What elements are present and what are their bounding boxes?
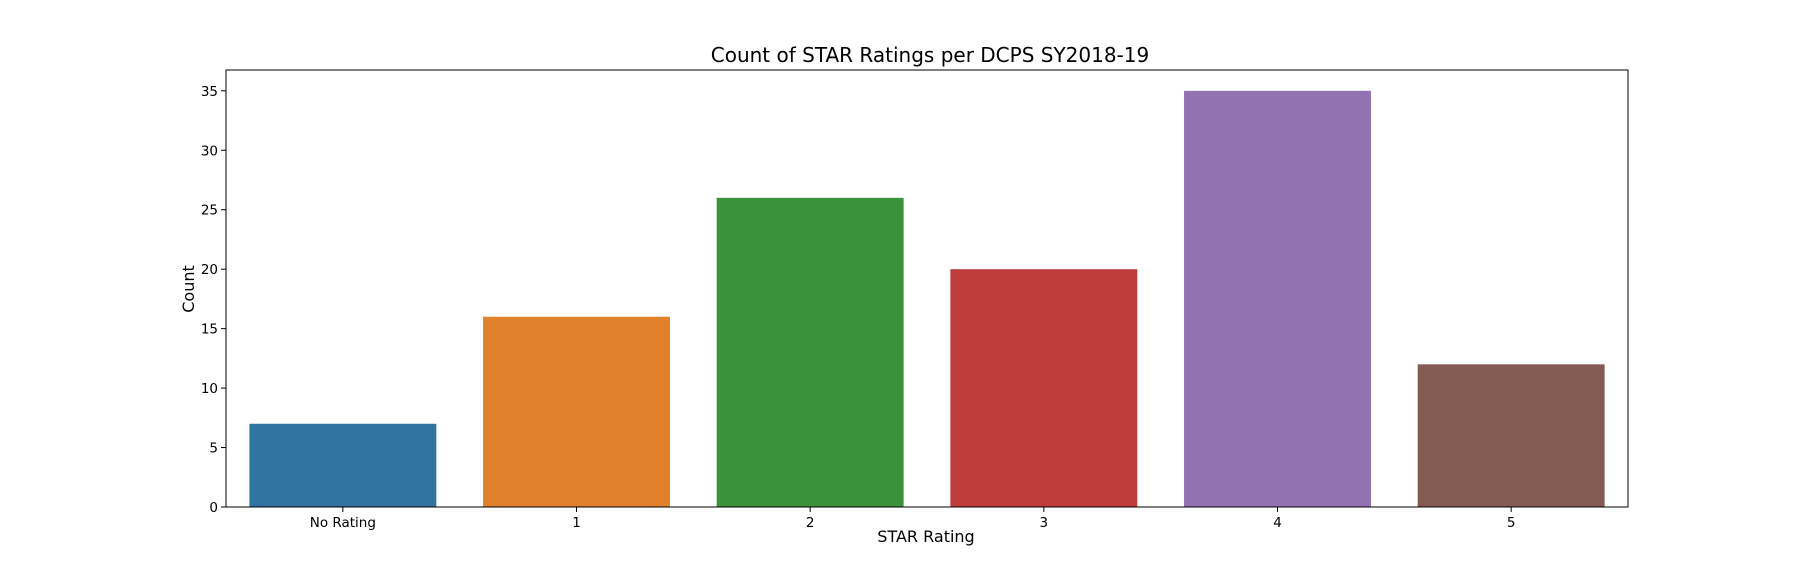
y-axis: 0 5 10 15 20 25 30 35: [201, 84, 226, 516]
y-axis-label: Count: [179, 265, 198, 313]
x-tick-label: 2: [806, 515, 815, 531]
bar-2: [716, 197, 904, 507]
y-tick-label: 5: [209, 441, 218, 457]
bar-5: [1417, 364, 1605, 507]
x-axis-label: STAR Rating: [877, 527, 974, 546]
x-tick-label: 3: [1040, 515, 1049, 531]
bar-4: [1184, 90, 1371, 508]
x-tick-label: 4: [1273, 515, 1282, 531]
x-tick-label: 1: [572, 515, 581, 531]
y-tick-label: 20: [201, 262, 218, 278]
chart-title: Count of STAR Ratings per DCPS SY2018-19: [711, 43, 1149, 67]
y-tick-label: 15: [201, 322, 218, 338]
x-axis: No Rating 1 2 3 4 5: [310, 507, 1516, 531]
bar-0: [249, 423, 437, 507]
x-tick-label: 5: [1507, 515, 1516, 531]
y-tick-label: 0: [209, 500, 218, 516]
y-tick-label: 30: [201, 143, 218, 159]
plot-frame: [225, 69, 1629, 508]
x-tick-label: No Rating: [310, 515, 376, 531]
y-tick-label: 10: [201, 381, 218, 397]
bars-group: [249, 90, 1605, 508]
y-tick-label: 35: [201, 84, 218, 100]
y-tick-label: 25: [201, 203, 218, 219]
bar-1: [483, 316, 670, 507]
bar-3: [950, 269, 1138, 507]
